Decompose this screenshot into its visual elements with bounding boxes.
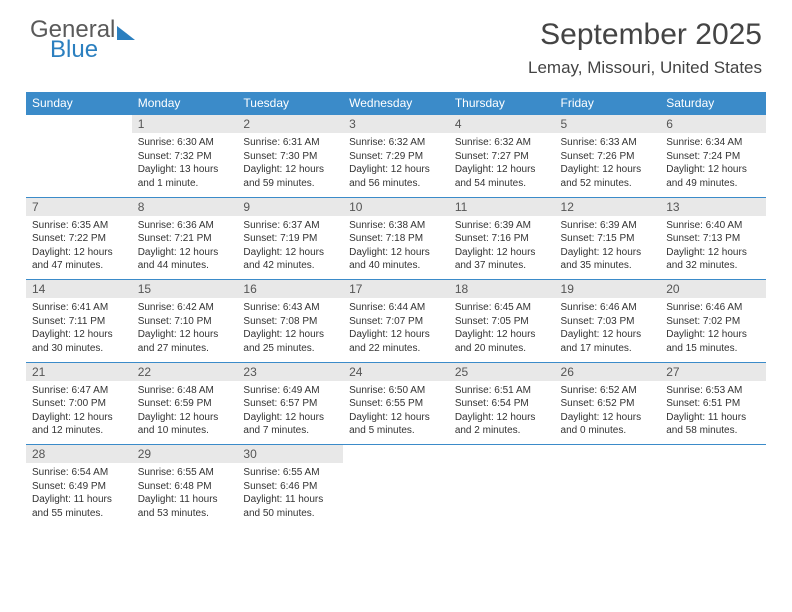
day-number-cell: 15 [132, 280, 238, 299]
calendar-body: 123456Sunrise: 6:30 AMSunset: 7:32 PMDay… [26, 115, 766, 528]
weekday-header: Monday [132, 92, 238, 115]
day-number-cell: 20 [660, 280, 766, 299]
day-content-cell: Sunrise: 6:35 AMSunset: 7:22 PMDaylight:… [26, 216, 132, 280]
day-number-cell: 28 [26, 445, 132, 464]
day-number-cell: 30 [237, 445, 343, 464]
day-content-cell: Sunrise: 6:52 AMSunset: 6:52 PMDaylight:… [555, 381, 661, 445]
logo: General Blue [30, 18, 135, 62]
day-number-cell: 10 [343, 197, 449, 216]
header: General Blue September 2025 Lemay, Misso… [0, 0, 792, 86]
day-content-cell [555, 463, 661, 527]
day-number-cell: 26 [555, 362, 661, 381]
day-number-cell: 22 [132, 362, 238, 381]
day-content-cell [26, 133, 132, 197]
day-content-cell: Sunrise: 6:55 AMSunset: 6:48 PMDaylight:… [132, 463, 238, 527]
day-content-cell: Sunrise: 6:45 AMSunset: 7:05 PMDaylight:… [449, 298, 555, 362]
calendar-table: SundayMondayTuesdayWednesdayThursdayFrid… [26, 92, 766, 527]
day-content-cell: Sunrise: 6:40 AMSunset: 7:13 PMDaylight:… [660, 216, 766, 280]
day-number-cell: 21 [26, 362, 132, 381]
location-text: Lemay, Missouri, United States [528, 58, 762, 78]
day-number-cell: 5 [555, 115, 661, 134]
day-number-cell: 8 [132, 197, 238, 216]
day-content-row: Sunrise: 6:35 AMSunset: 7:22 PMDaylight:… [26, 216, 766, 280]
day-number-cell: 23 [237, 362, 343, 381]
day-number-cell: 9 [237, 197, 343, 216]
title-block: September 2025 Lemay, Missouri, United S… [528, 18, 762, 78]
weekday-header: Saturday [660, 92, 766, 115]
day-number-cell: 7 [26, 197, 132, 216]
day-content-row: Sunrise: 6:41 AMSunset: 7:11 PMDaylight:… [26, 298, 766, 362]
day-content-cell: Sunrise: 6:44 AMSunset: 7:07 PMDaylight:… [343, 298, 449, 362]
day-content-cell: Sunrise: 6:37 AMSunset: 7:19 PMDaylight:… [237, 216, 343, 280]
weekday-header: Friday [555, 92, 661, 115]
day-number-cell: 1 [132, 115, 238, 134]
day-content-cell: Sunrise: 6:33 AMSunset: 7:26 PMDaylight:… [555, 133, 661, 197]
day-number-cell: 18 [449, 280, 555, 299]
day-content-cell: Sunrise: 6:38 AMSunset: 7:18 PMDaylight:… [343, 216, 449, 280]
day-content-cell: Sunrise: 6:34 AMSunset: 7:24 PMDaylight:… [660, 133, 766, 197]
day-number-cell: 14 [26, 280, 132, 299]
day-number-cell: 2 [237, 115, 343, 134]
day-content-row: Sunrise: 6:30 AMSunset: 7:32 PMDaylight:… [26, 133, 766, 197]
day-content-cell: Sunrise: 6:54 AMSunset: 6:49 PMDaylight:… [26, 463, 132, 527]
day-content-cell: Sunrise: 6:36 AMSunset: 7:21 PMDaylight:… [132, 216, 238, 280]
day-content-cell: Sunrise: 6:42 AMSunset: 7:10 PMDaylight:… [132, 298, 238, 362]
day-content-cell: Sunrise: 6:32 AMSunset: 7:27 PMDaylight:… [449, 133, 555, 197]
day-number-cell: 25 [449, 362, 555, 381]
day-content-cell: Sunrise: 6:48 AMSunset: 6:59 PMDaylight:… [132, 381, 238, 445]
day-number-row: 282930 [26, 445, 766, 464]
day-content-cell: Sunrise: 6:32 AMSunset: 7:29 PMDaylight:… [343, 133, 449, 197]
day-content-cell [449, 463, 555, 527]
day-number-cell: 17 [343, 280, 449, 299]
day-number-cell: 12 [555, 197, 661, 216]
day-content-cell: Sunrise: 6:55 AMSunset: 6:46 PMDaylight:… [237, 463, 343, 527]
day-content-cell: Sunrise: 6:46 AMSunset: 7:03 PMDaylight:… [555, 298, 661, 362]
weekday-header: Thursday [449, 92, 555, 115]
day-content-row: Sunrise: 6:47 AMSunset: 7:00 PMDaylight:… [26, 381, 766, 445]
day-number-row: 14151617181920 [26, 280, 766, 299]
day-content-cell: Sunrise: 6:30 AMSunset: 7:32 PMDaylight:… [132, 133, 238, 197]
day-number-cell [660, 445, 766, 464]
weekday-header: Wednesday [343, 92, 449, 115]
day-number-cell: 27 [660, 362, 766, 381]
day-content-cell: Sunrise: 6:51 AMSunset: 6:54 PMDaylight:… [449, 381, 555, 445]
day-content-cell: Sunrise: 6:31 AMSunset: 7:30 PMDaylight:… [237, 133, 343, 197]
day-content-cell: Sunrise: 6:41 AMSunset: 7:11 PMDaylight:… [26, 298, 132, 362]
day-number-row: 123456 [26, 115, 766, 134]
weekday-header: Tuesday [237, 92, 343, 115]
day-content-cell: Sunrise: 6:39 AMSunset: 7:16 PMDaylight:… [449, 216, 555, 280]
day-number-cell [555, 445, 661, 464]
day-number-cell: 6 [660, 115, 766, 134]
day-number-cell: 16 [237, 280, 343, 299]
day-content-cell: Sunrise: 6:43 AMSunset: 7:08 PMDaylight:… [237, 298, 343, 362]
day-number-cell: 24 [343, 362, 449, 381]
day-content-cell: Sunrise: 6:53 AMSunset: 6:51 PMDaylight:… [660, 381, 766, 445]
day-content-cell: Sunrise: 6:46 AMSunset: 7:02 PMDaylight:… [660, 298, 766, 362]
day-number-cell: 29 [132, 445, 238, 464]
day-content-cell: Sunrise: 6:50 AMSunset: 6:55 PMDaylight:… [343, 381, 449, 445]
day-number-cell [449, 445, 555, 464]
weekday-header: Sunday [26, 92, 132, 115]
month-title: September 2025 [528, 18, 762, 52]
day-content-cell: Sunrise: 6:47 AMSunset: 7:00 PMDaylight:… [26, 381, 132, 445]
day-content-cell [660, 463, 766, 527]
day-content-cell: Sunrise: 6:49 AMSunset: 6:57 PMDaylight:… [237, 381, 343, 445]
day-number-cell: 11 [449, 197, 555, 216]
logo-word2: Blue [50, 38, 135, 62]
day-number-cell: 19 [555, 280, 661, 299]
day-content-cell: Sunrise: 6:39 AMSunset: 7:15 PMDaylight:… [555, 216, 661, 280]
weekday-header-row: SundayMondayTuesdayWednesdayThursdayFrid… [26, 92, 766, 115]
day-number-row: 21222324252627 [26, 362, 766, 381]
day-number-cell [343, 445, 449, 464]
day-number-cell [26, 115, 132, 134]
day-number-cell: 3 [343, 115, 449, 134]
day-content-cell [343, 463, 449, 527]
day-number-row: 78910111213 [26, 197, 766, 216]
day-number-cell: 4 [449, 115, 555, 134]
day-number-cell: 13 [660, 197, 766, 216]
day-content-row: Sunrise: 6:54 AMSunset: 6:49 PMDaylight:… [26, 463, 766, 527]
